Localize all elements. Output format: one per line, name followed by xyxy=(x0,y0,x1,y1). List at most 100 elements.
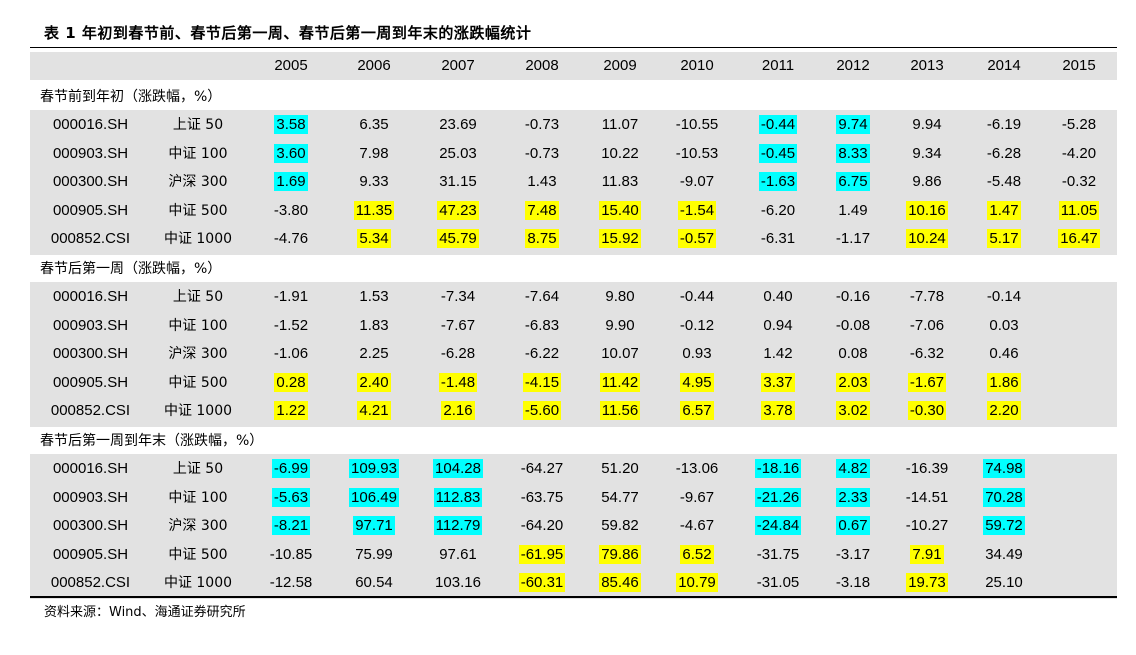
value-cell-2013: 10.16 xyxy=(889,197,965,225)
value-cell-2006: 5.34 xyxy=(336,225,412,253)
index-code: 000016.SH xyxy=(52,116,129,133)
value-cell-2015: 16.47 xyxy=(1041,225,1117,253)
value: 103.16 xyxy=(435,574,481,592)
value-cell-2008: 8.75 xyxy=(504,225,580,253)
value-cell-2007: -7.67 xyxy=(420,312,496,340)
value-cell-2006: 97.71 xyxy=(336,512,412,540)
highlighted-value: 15.40 xyxy=(599,200,641,220)
value: 0.40 xyxy=(763,288,793,305)
value-cell-2009: 11.56 xyxy=(582,397,658,425)
highlighted-value: 112.79 xyxy=(433,516,483,536)
value: -7.06 xyxy=(909,316,945,334)
value-cell-2009: 10.07 xyxy=(582,340,658,368)
highlighted-value: 10.16 xyxy=(906,200,948,220)
index-code: 000905.SH xyxy=(52,373,129,391)
highlighted-value: 6.52 xyxy=(680,544,714,564)
value: -6.20 xyxy=(760,201,796,219)
value-cell-2013: -10.27 xyxy=(889,512,965,540)
value-cell-2013: 9.86 xyxy=(889,168,965,196)
highlighted-value: 2.33 xyxy=(836,487,870,507)
value: 6.35 xyxy=(359,116,389,133)
value: -3.80 xyxy=(273,201,309,219)
value: -3.17 xyxy=(835,545,871,563)
highlighted-value: 45.79 xyxy=(437,229,479,249)
highlighted-value: 4.82 xyxy=(836,459,870,478)
value-cell-2005: -1.06 xyxy=(253,340,329,368)
value-cell-2011: 0.40 xyxy=(740,283,816,311)
highlighted-value: 5.34 xyxy=(357,229,391,249)
highlighted-value: 16.47 xyxy=(1058,229,1100,249)
value-cell-2005: -10.85 xyxy=(253,541,329,569)
value: 97.61 xyxy=(439,545,477,563)
index-code: 000903.SH xyxy=(52,144,129,162)
value-cell-2010: -10.55 xyxy=(659,111,735,139)
index-name: 上证 50 xyxy=(172,461,224,477)
value: 1.42 xyxy=(763,345,793,363)
value-cell-2013: -7.78 xyxy=(889,283,965,311)
value: 51.20 xyxy=(601,460,639,477)
value-cell-2014: 25.10 xyxy=(966,569,1042,597)
value-cell-2005: 3.58 xyxy=(253,111,329,139)
value: -1.17 xyxy=(835,230,871,248)
value: 0.08 xyxy=(838,345,868,363)
value-cell-2008: -61.95 xyxy=(504,541,580,569)
value-cell-2008: -0.73 xyxy=(504,111,580,139)
bottom-rule xyxy=(30,596,1117,598)
value: 10.22 xyxy=(601,144,639,162)
value: 10.07 xyxy=(601,345,639,363)
highlighted-value: 4.95 xyxy=(680,372,714,392)
value-cell-2007: 45.79 xyxy=(420,225,496,253)
value-cell-2005: -8.21 xyxy=(253,512,329,540)
value-cell-2008: -64.27 xyxy=(504,455,580,483)
value-cell-2008: -4.15 xyxy=(504,369,580,397)
value-cell-2010: 6.52 xyxy=(659,541,735,569)
highlighted-value: 8.75 xyxy=(525,229,559,249)
value: -10.55 xyxy=(675,116,719,133)
year-header-2014: 2014 xyxy=(987,57,1021,74)
value-cell-2008: 1.43 xyxy=(504,168,580,196)
highlighted-value: -1.63 xyxy=(758,172,798,192)
value-cell-2010: -4.67 xyxy=(659,512,735,540)
value: -12.58 xyxy=(269,574,313,592)
index-name: 中证 500 xyxy=(168,202,228,219)
value-cell-2006: 11.35 xyxy=(336,197,412,225)
source-note: 资料来源：Wind、海通证券研究所 xyxy=(44,605,246,620)
value-cell-2014: 34.49 xyxy=(966,541,1042,569)
value: -1.91 xyxy=(273,288,309,305)
value: 7.98 xyxy=(359,144,389,162)
value-cell-2010: 0.93 xyxy=(659,340,735,368)
highlighted-value: -0.30 xyxy=(907,401,947,421)
value: 1.43 xyxy=(527,173,557,191)
year-header-2015: 2015 xyxy=(1062,57,1096,74)
index-name: 沪深 300 xyxy=(168,518,228,535)
value-cell-2007: 112.79 xyxy=(420,512,496,540)
value: 1.53 xyxy=(359,288,389,305)
value: -6.28 xyxy=(986,144,1022,162)
value-cell-2011: -24.84 xyxy=(740,512,816,540)
value: 23.69 xyxy=(439,116,477,133)
highlighted-value: 11.56 xyxy=(599,401,641,421)
highlighted-value: 6.57 xyxy=(680,401,714,421)
value: -4.76 xyxy=(273,230,309,248)
index-code: 000300.SH xyxy=(52,345,129,363)
value: 59.82 xyxy=(601,517,639,535)
value: -6.22 xyxy=(524,345,560,363)
value-cell-2013: -7.06 xyxy=(889,312,965,340)
value-cell-2012: 3.02 xyxy=(815,397,891,425)
value: -7.34 xyxy=(440,288,476,305)
value-cell-2014: 2.20 xyxy=(966,397,1042,425)
value: -10.27 xyxy=(905,517,949,535)
index-code: 000905.SH xyxy=(52,545,129,563)
value: -10.53 xyxy=(675,144,719,162)
highlighted-value: 19.73 xyxy=(906,573,948,593)
value-cell-2014: 0.03 xyxy=(966,312,1042,340)
value-cell-2012: 1.49 xyxy=(815,197,891,225)
highlighted-value: 1.69 xyxy=(274,172,308,192)
value-cell-2007: 103.16 xyxy=(420,569,496,597)
value-cell-2012: 0.08 xyxy=(815,340,891,368)
value: -0.73 xyxy=(524,116,560,133)
value-cell-2012: 2.03 xyxy=(815,369,891,397)
highlighted-value: 3.78 xyxy=(761,401,795,421)
highlighted-value: -21.26 xyxy=(754,487,802,507)
